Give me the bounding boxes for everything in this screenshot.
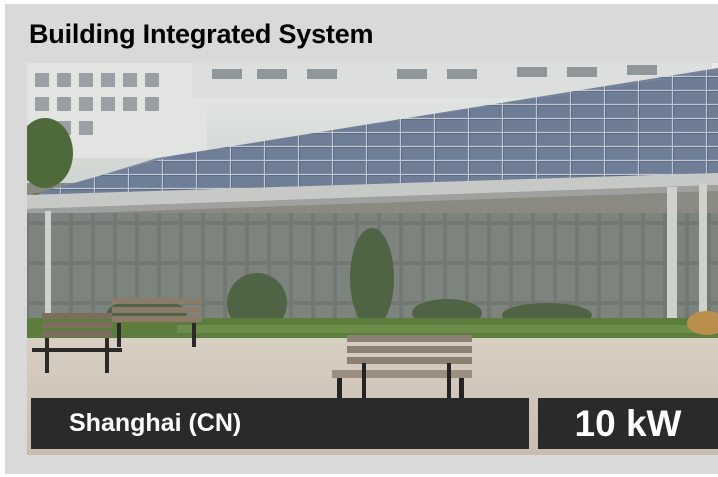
location-label: Shanghai (CN)	[31, 398, 529, 449]
card-title: Building Integrated System	[29, 19, 374, 49]
power-rating-label: 10 kW	[538, 398, 718, 449]
installation-card: Building Integrated System	[5, 4, 718, 474]
solar-roof-building-photo	[27, 63, 718, 455]
installation-photo	[27, 63, 718, 455]
